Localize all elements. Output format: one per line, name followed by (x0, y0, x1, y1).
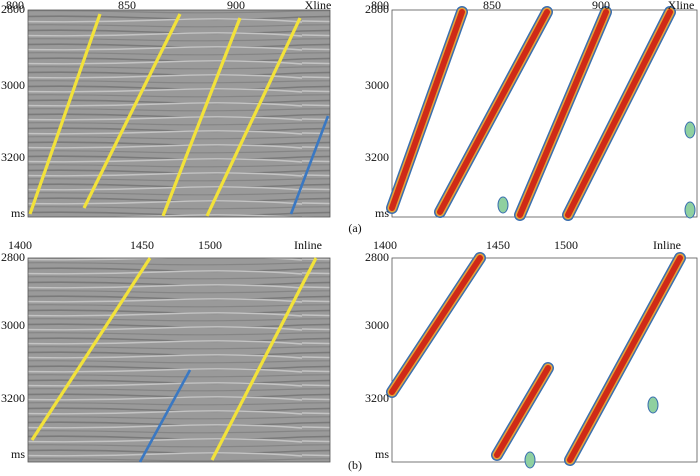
x-axis-label: Xline (305, 0, 332, 12)
y-tick-label: 2800 (365, 250, 389, 264)
fault-attribute (684, 121, 696, 139)
fault-attribute (497, 196, 509, 214)
y-axis-label: ms (11, 206, 25, 220)
y-tick-label: 3200 (365, 391, 389, 405)
fault-attribute (567, 255, 683, 463)
x-tick-label: 1400 (8, 238, 32, 252)
fault-interpretation (82, 13, 182, 209)
x-tick-label: 1500 (554, 238, 578, 252)
x-tick-label: 900 (592, 0, 610, 12)
x-axis-label: Inline (653, 238, 681, 252)
y-tick-label: 3000 (1, 78, 25, 92)
panel-image (27, 257, 331, 463)
y-tick-label: 2800 (365, 2, 389, 16)
fault-attribute (389, 9, 465, 211)
x-axis-label: Inline (294, 238, 322, 252)
fault-interpretation (30, 257, 152, 441)
x-tick-label: 850 (118, 0, 136, 12)
fault-interpretation (205, 17, 302, 217)
x-tick-label: 1500 (198, 238, 222, 252)
x-tick-label: 1450 (130, 238, 154, 252)
y-axis-label: ms (11, 447, 25, 461)
y-axis-label: ms (375, 206, 389, 220)
y-tick-label: 3000 (365, 78, 389, 92)
fault-interpretation (138, 369, 192, 463)
fault-attribute (524, 451, 536, 469)
caption: (a) (348, 221, 361, 235)
x-tick-label: 1400 (373, 238, 397, 252)
panel: 800 850 900 Xline 2800 3000 3200 ms (365, 0, 698, 221)
fault-attribute (684, 201, 696, 219)
panel-image (391, 9, 698, 218)
fault-interpretation (210, 257, 318, 461)
panel: 1400 1450 1500 Inline 2800 3000 3200 ms (1, 238, 331, 463)
fault-attribute (565, 9, 673, 218)
x-tick-label: 850 (483, 0, 501, 12)
panel-image (27, 9, 331, 218)
panel: 1400 1450 1500 Inline 2800 3000 3200 ms (365, 238, 698, 469)
fault-attribute (389, 255, 483, 395)
x-tick-label: 800 (6, 0, 24, 12)
panel-image (391, 257, 698, 463)
x-tick-label: 800 (371, 0, 389, 12)
x-tick-label: 900 (227, 0, 245, 12)
fault-interpretation (28, 13, 102, 215)
y-tick-label: 3000 (1, 318, 25, 332)
y-tick-label: 3200 (365, 150, 389, 164)
y-axis-label: ms (375, 447, 389, 461)
y-tick-label: 2800 (1, 2, 25, 16)
y-tick-label: 2800 (1, 250, 25, 264)
fault-interpretation (161, 17, 242, 217)
y-tick-label: 3200 (1, 150, 25, 164)
y-tick-label: 3000 (365, 318, 389, 332)
y-tick-label: 3200 (1, 391, 25, 405)
fault-attribute (437, 9, 550, 215)
fault-attribute (517, 9, 609, 218)
fault-attribute (647, 396, 659, 414)
panel: 800 850 900 Xline 2800 3000 3200 ms (1, 0, 331, 220)
fault-interpretation (289, 115, 330, 215)
caption: (b) (348, 458, 362, 472)
x-tick-label: 1450 (486, 238, 510, 252)
fault-attribute (494, 365, 551, 458)
x-axis-label: Xline (668, 0, 695, 12)
